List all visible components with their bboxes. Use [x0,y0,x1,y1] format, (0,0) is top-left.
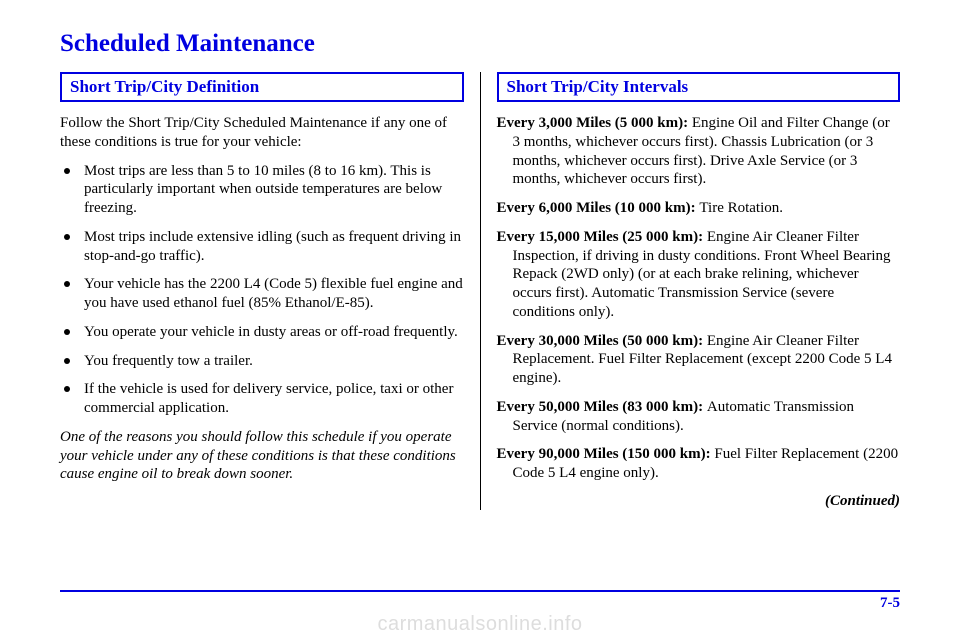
interval-item: Every 50,000 Miles (83 000 km): Automati… [497,398,901,436]
interval-item: Every 90,000 Miles (150 000 km): Fuel Fi… [497,445,901,483]
left-note: One of the reasons you should follow thi… [60,428,464,484]
continued-label: (Continued) [497,493,901,510]
left-intro: Follow the Short Trip/City Scheduled Mai… [60,114,464,152]
list-item: Most trips include extensive idling (suc… [60,228,464,266]
right-subheading: Short Trip/City Intervals [497,72,901,102]
interval-item: Every 30,000 Miles (50 000 km): Engine A… [497,332,901,388]
two-column-layout: Short Trip/City Definition Follow the Sh… [60,72,900,510]
interval-label: Every 50,000 Miles (83 000 km): [497,399,707,415]
conditions-list: Most trips are less than 5 to 10 miles (… [60,162,464,418]
interval-item: Every 3,000 Miles (5 000 km): Engine Oil… [497,114,901,189]
left-column: Short Trip/City Definition Follow the Sh… [60,72,480,510]
interval-label: Every 15,000 Miles (25 000 km): [497,229,707,245]
list-item: You frequently tow a trailer. [60,352,464,371]
interval-item: Every 6,000 Miles (10 000 km): Tire Rota… [497,199,901,218]
interval-label: Every 3,000 Miles (5 000 km): [497,115,692,131]
list-item: Most trips are less than 5 to 10 miles (… [60,162,464,218]
page-number: 7-5 [60,595,900,612]
left-subheading: Short Trip/City Definition [60,72,464,102]
interval-label: Every 90,000 Miles (150 000 km): [497,446,715,462]
watermark: carmanualsonline.info [0,613,960,636]
interval-text: Tire Rotation. [699,200,783,216]
interval-label: Every 30,000 Miles (50 000 km): [497,333,707,349]
interval-label: Every 6,000 Miles (10 000 km): [497,200,700,216]
footer-rule [60,590,900,592]
page-footer: 7-5 [60,590,900,612]
list-item: You operate your vehicle in dusty areas … [60,323,464,342]
list-item: Your vehicle has the 2200 L4 (Code 5) fl… [60,275,464,313]
interval-item: Every 15,000 Miles (25 000 km): Engine A… [497,228,901,322]
list-item: If the vehicle is used for delivery serv… [60,380,464,418]
right-column: Short Trip/City Intervals Every 3,000 Mi… [480,72,901,510]
section-title: Scheduled Maintenance [60,30,900,58]
